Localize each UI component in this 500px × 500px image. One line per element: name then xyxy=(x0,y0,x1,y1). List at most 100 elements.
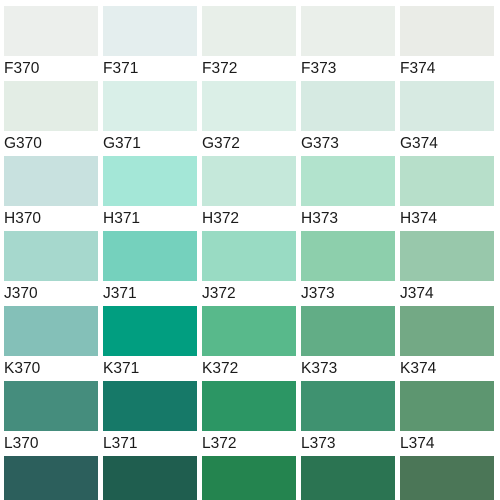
color-swatch[interactable] xyxy=(202,306,296,356)
swatch-cell[interactable]: L372 xyxy=(202,381,296,455)
color-swatch[interactable] xyxy=(4,456,98,500)
swatch-cell[interactable]: F374 xyxy=(400,6,494,80)
swatch-code-label: H371 xyxy=(103,210,141,227)
swatch-code-label: K370 xyxy=(4,360,41,377)
swatch-cell[interactable]: K372 xyxy=(202,306,296,380)
swatch-code-label: H370 xyxy=(4,210,42,227)
color-swatch[interactable] xyxy=(103,456,197,500)
swatch-cell[interactable]: L371 xyxy=(103,381,197,455)
swatch-cell[interactable]: H371 xyxy=(103,156,197,230)
swatch-code-label: H372 xyxy=(202,210,240,227)
swatch-code-label: F374 xyxy=(400,60,436,77)
color-swatch[interactable] xyxy=(400,156,494,206)
swatch-cell[interactable] xyxy=(4,456,98,500)
color-swatch[interactable] xyxy=(301,381,395,431)
swatch-code-label: K372 xyxy=(202,360,239,377)
swatch-cell[interactable]: J371 xyxy=(103,231,197,305)
swatch-cell[interactable]: J373 xyxy=(301,231,395,305)
color-swatch[interactable] xyxy=(301,81,395,131)
swatch-code-label: H373 xyxy=(301,210,339,227)
swatch-code-label: K374 xyxy=(400,360,437,377)
color-swatch[interactable] xyxy=(400,381,494,431)
color-swatch[interactable] xyxy=(301,306,395,356)
swatch-cell[interactable]: H374 xyxy=(400,156,494,230)
color-swatch[interactable] xyxy=(4,381,98,431)
swatch-cell[interactable]: K370 xyxy=(4,306,98,380)
color-swatch[interactable] xyxy=(202,456,296,500)
swatch-cell[interactable] xyxy=(400,456,494,500)
swatch-code-label: J374 xyxy=(400,285,434,302)
color-swatch[interactable] xyxy=(202,231,296,281)
color-swatch[interactable] xyxy=(400,6,494,56)
color-swatch[interactable] xyxy=(400,456,494,500)
swatch-cell[interactable]: H373 xyxy=(301,156,395,230)
swatch-code-label: J372 xyxy=(202,285,236,302)
swatch-cell[interactable]: J374 xyxy=(400,231,494,305)
color-swatch[interactable] xyxy=(103,306,197,356)
color-swatch[interactable] xyxy=(4,306,98,356)
color-swatch[interactable] xyxy=(301,231,395,281)
swatch-cell[interactable]: H372 xyxy=(202,156,296,230)
swatch-cell[interactable]: L374 xyxy=(400,381,494,455)
swatch-code-label: G374 xyxy=(400,135,438,152)
swatch-code-label: G372 xyxy=(202,135,240,152)
swatch-cell[interactable]: L373 xyxy=(301,381,395,455)
swatch-cell[interactable]: G373 xyxy=(301,81,395,155)
swatch-cell[interactable]: K374 xyxy=(400,306,494,380)
swatch-cell[interactable] xyxy=(301,456,395,500)
swatch-code-label: F371 xyxy=(103,60,139,77)
color-swatch[interactable] xyxy=(103,6,197,56)
swatch-cell[interactable]: G370 xyxy=(4,81,98,155)
color-swatch[interactable] xyxy=(103,231,197,281)
swatch-cell[interactable]: L370 xyxy=(4,381,98,455)
color-swatch[interactable] xyxy=(202,6,296,56)
swatch-cell[interactable]: F373 xyxy=(301,6,395,80)
color-swatch[interactable] xyxy=(400,306,494,356)
swatch-cell[interactable]: K373 xyxy=(301,306,395,380)
swatch-cell[interactable] xyxy=(103,456,197,500)
swatch-cell[interactable]: F370 xyxy=(4,6,98,80)
swatch-code-label: L374 xyxy=(400,435,435,452)
color-swatch[interactable] xyxy=(202,81,296,131)
swatch-cell[interactable]: J372 xyxy=(202,231,296,305)
swatch-code-label: G373 xyxy=(301,135,339,152)
color-swatch[interactable] xyxy=(4,81,98,131)
color-swatch[interactable] xyxy=(202,156,296,206)
color-swatch[interactable] xyxy=(400,231,494,281)
color-swatch[interactable] xyxy=(301,456,395,500)
swatch-code-label: F373 xyxy=(301,60,337,77)
color-swatch[interactable] xyxy=(103,381,197,431)
color-swatch[interactable] xyxy=(202,381,296,431)
swatch-cell[interactable]: G374 xyxy=(400,81,494,155)
color-swatch[interactable] xyxy=(103,81,197,131)
swatch-code-label: G371 xyxy=(103,135,141,152)
swatch-cell[interactable]: G372 xyxy=(202,81,296,155)
swatch-code-label: L370 xyxy=(4,435,39,452)
swatch-code-label: F370 xyxy=(4,60,40,77)
swatch-cell[interactable]: F372 xyxy=(202,6,296,80)
swatch-code-label: G370 xyxy=(4,135,42,152)
swatch-code-label: L371 xyxy=(103,435,138,452)
swatch-cell[interactable]: K371 xyxy=(103,306,197,380)
swatch-code-label: L372 xyxy=(202,435,237,452)
swatch-cell[interactable]: J370 xyxy=(4,231,98,305)
swatch-code-label: L373 xyxy=(301,435,336,452)
swatch-code-label: J371 xyxy=(103,285,137,302)
swatch-code-label: K373 xyxy=(301,360,338,377)
color-swatch[interactable] xyxy=(301,156,395,206)
color-swatch[interactable] xyxy=(4,6,98,56)
swatch-code-label: J373 xyxy=(301,285,335,302)
swatch-cell[interactable]: F371 xyxy=(103,6,197,80)
color-swatch[interactable] xyxy=(301,6,395,56)
swatch-code-label: J370 xyxy=(4,285,38,302)
swatch-cell[interactable] xyxy=(202,456,296,500)
color-swatch[interactable] xyxy=(4,156,98,206)
swatch-cell[interactable]: G371 xyxy=(103,81,197,155)
swatch-cell[interactable]: H370 xyxy=(4,156,98,230)
color-swatch[interactable] xyxy=(103,156,197,206)
swatch-code-label: K371 xyxy=(103,360,140,377)
color-swatch[interactable] xyxy=(4,231,98,281)
swatch-code-label: F372 xyxy=(202,60,238,77)
color-swatch[interactable] xyxy=(400,81,494,131)
